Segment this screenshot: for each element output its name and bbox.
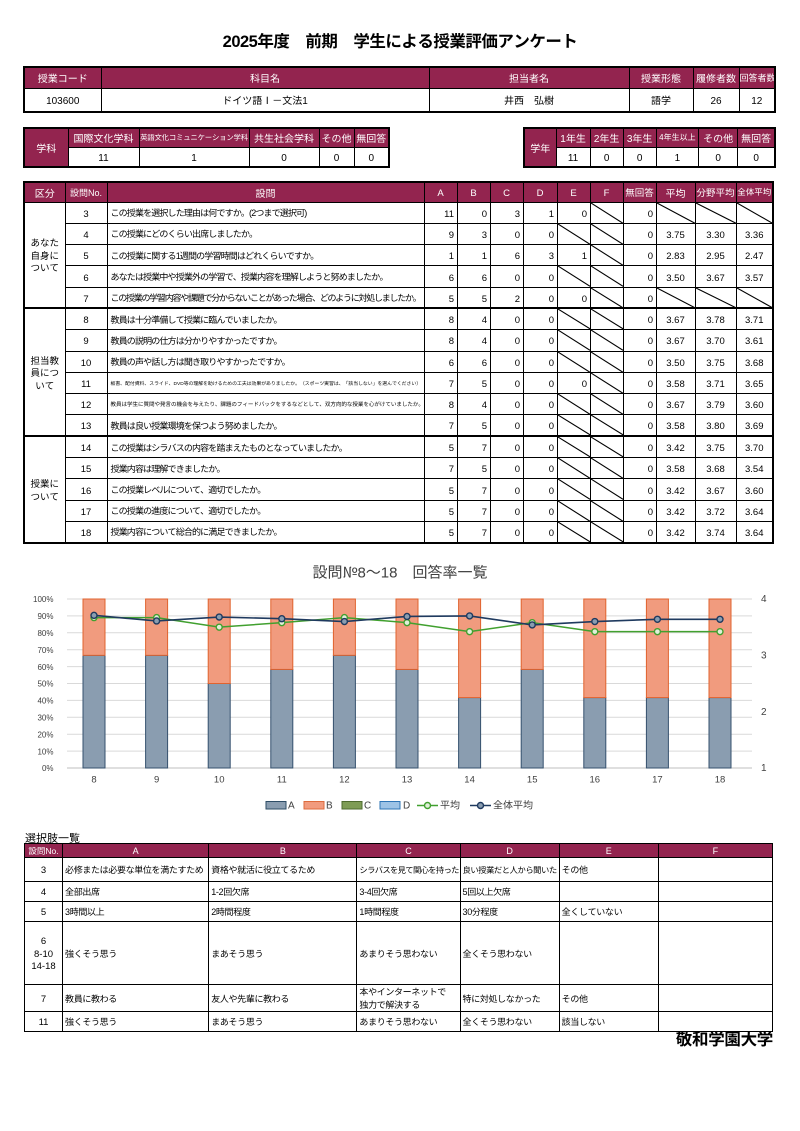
svg-text:12: 12	[339, 772, 350, 786]
svg-text:16: 16	[590, 772, 601, 786]
svg-text:1: 1	[761, 759, 767, 774]
svg-text:40%: 40%	[37, 696, 53, 707]
svg-text:B: B	[326, 797, 333, 812]
svg-text:11: 11	[277, 772, 287, 786]
svg-text:70%: 70%	[37, 645, 53, 656]
svg-text:50%: 50%	[37, 679, 53, 690]
svg-text:18: 18	[715, 772, 726, 786]
svg-text:60%: 60%	[37, 662, 53, 673]
svg-text:C: C	[364, 797, 371, 812]
svg-text:全体平均: 全体平均	[493, 797, 533, 812]
svg-text:0%: 0%	[42, 763, 54, 774]
svg-text:80%: 80%	[37, 628, 53, 639]
svg-text:15: 15	[527, 772, 538, 786]
svg-text:10: 10	[214, 772, 225, 786]
svg-text:90%: 90%	[37, 611, 53, 622]
svg-text:10%: 10%	[37, 746, 53, 757]
svg-text:13: 13	[402, 772, 413, 786]
svg-text:20%: 20%	[37, 729, 53, 740]
svg-text:100%: 100%	[33, 594, 53, 605]
svg-text:3: 3	[761, 647, 767, 662]
svg-text:14: 14	[464, 772, 475, 786]
svg-text:A: A	[288, 797, 295, 812]
svg-text:設問№8～18 回答率一覧: 設問№8～18 回答率一覧	[313, 562, 488, 583]
svg-text:D: D	[403, 797, 410, 812]
svg-text:9: 9	[154, 772, 159, 786]
svg-text:4: 4	[761, 590, 767, 605]
svg-text:平均: 平均	[440, 797, 460, 812]
svg-text:30%: 30%	[37, 713, 53, 724]
svg-text:17: 17	[652, 772, 663, 786]
svg-text:2: 2	[761, 703, 767, 718]
svg-text:8: 8	[91, 772, 96, 786]
